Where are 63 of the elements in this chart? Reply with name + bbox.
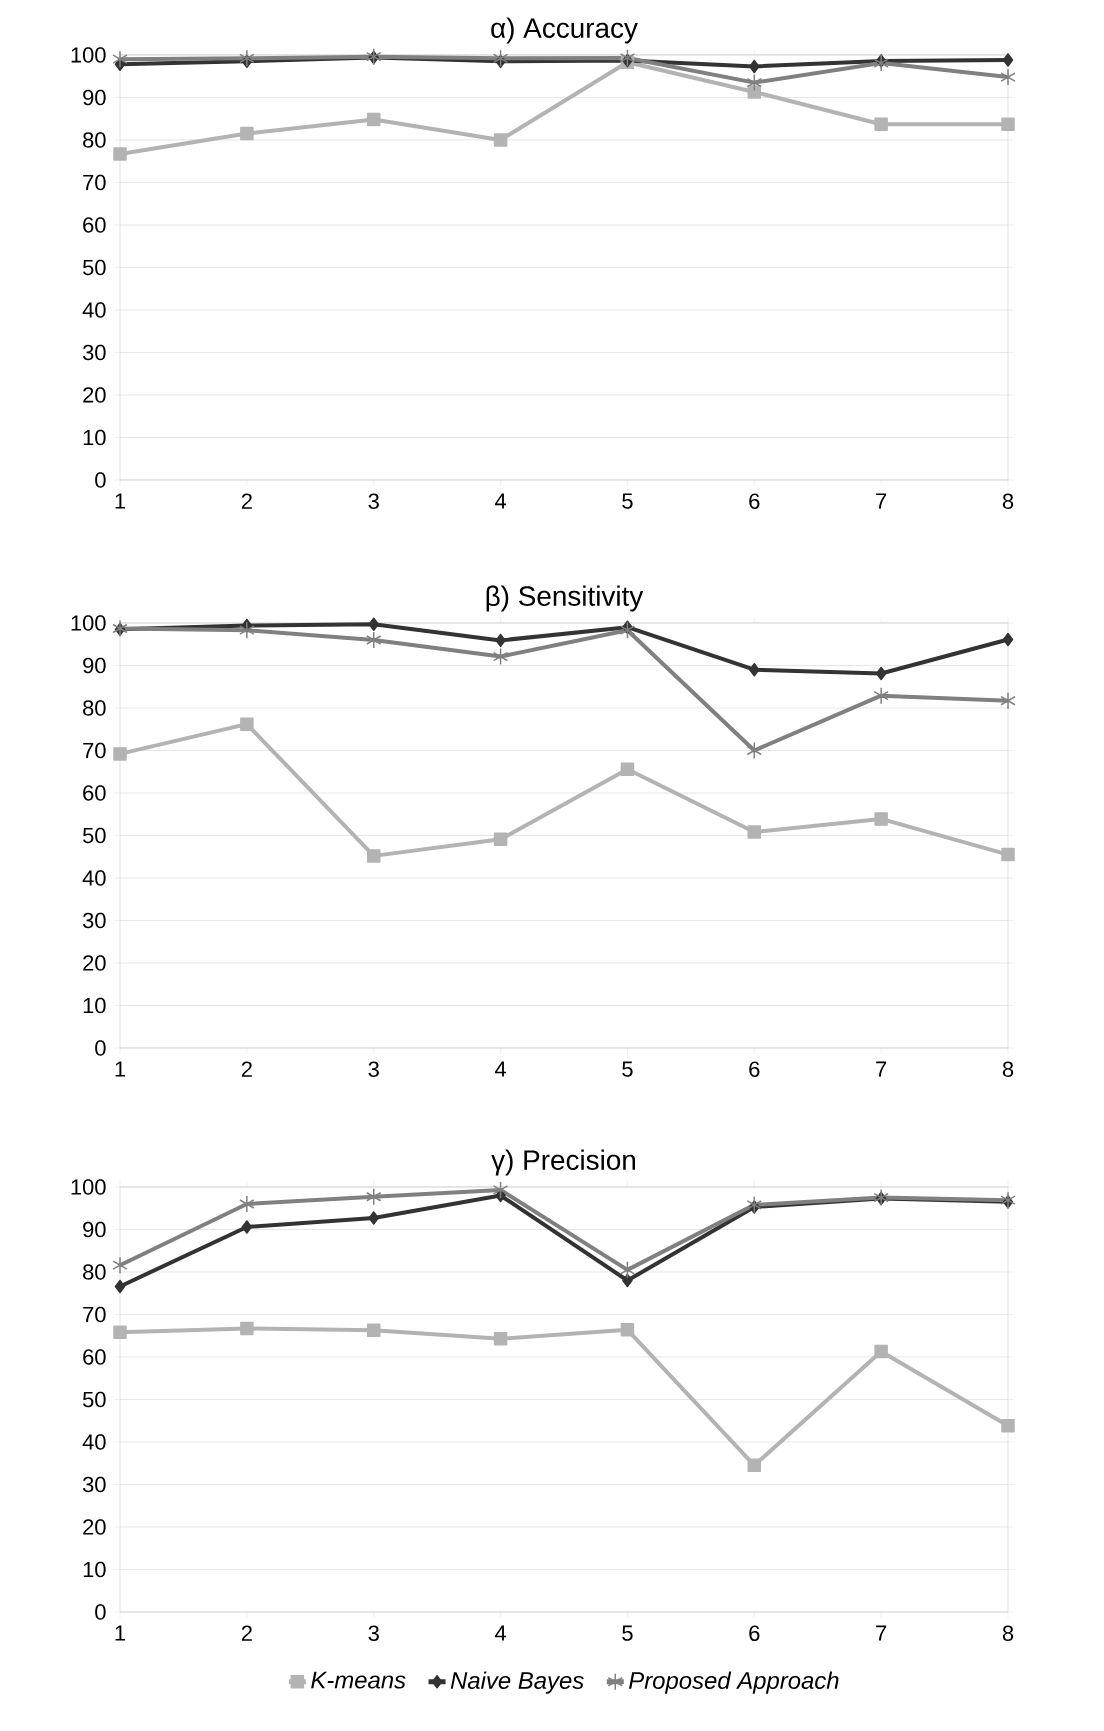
x-tick-label: 4 [494,493,507,509]
chart-title: β) Sensitivity [486,585,644,612]
x-tick-label: 4 [494,1061,507,1077]
y-tick-label: 80 [83,700,106,716]
x-tick-label: 3 [368,493,379,509]
x-tick-label: 3 [368,1061,379,1078]
y-tick-label: 60 [83,217,106,233]
x-tick-label: 7 [876,493,887,509]
x-tick-label: 1 [115,1061,126,1077]
x-tick-label: 6 [749,1625,760,1642]
x-tick-label: 8 [1002,1625,1014,1642]
y-tick-label: 40 [82,302,106,318]
x-tick-label: 5 [622,1625,633,1641]
x-tick-label: 7 [876,1625,887,1641]
y-tick-label: 90 [83,89,106,106]
x-tick-label: 7 [876,1061,887,1077]
x-tick-label: 2 [241,1625,252,1641]
y-tick-label: 70 [83,1306,106,1323]
y-tick-label: 100 [71,47,106,63]
y-tick-label: 100 [71,1179,106,1195]
x-tick-label: 8 [1002,1061,1014,1078]
legend-label: Naive Bayes [450,1671,584,1694]
y-tick-label: 10 [83,997,106,1014]
x-tick-label: 5 [622,493,633,509]
x-tick-label: 8 [1002,493,1014,509]
y-tick-label: 30 [82,912,106,929]
y-tick-label: 10 [83,1561,106,1578]
y-tick-label: 50 [82,259,106,276]
y-tick-label: 10 [83,429,106,446]
y-tick-label: 0 [95,1604,106,1620]
x-tick-label: 5 [622,1061,633,1077]
x-tick-label: 3 [368,1625,379,1642]
x-tick-label: 1 [115,493,126,509]
y-tick-label: 90 [83,1221,106,1238]
x-tick-label: 1 [115,1625,126,1641]
x-tick-label: 2 [241,1061,252,1077]
y-tick-label: 30 [82,1476,106,1493]
y-tick-label: 0 [95,472,106,488]
y-tick-label: 70 [83,742,106,759]
chart-title: γ) Precision [491,1149,636,1176]
x-tick-label: 4 [494,1625,507,1641]
y-tick-label: 80 [83,132,106,148]
y-tick-label: 30 [82,344,106,361]
x-tick-label: 6 [749,493,760,509]
y-tick-label: 20 [83,1519,106,1535]
y-tick-label: 40 [82,870,106,886]
y-tick-label: 50 [82,1391,106,1408]
y-tick-label: 90 [83,657,106,674]
x-tick-label: 6 [749,1061,760,1078]
legend-label: K-means [311,1671,406,1689]
y-tick-label: 40 [82,1434,106,1450]
y-tick-label: 60 [83,1349,106,1365]
chart-title: α) Accuracy [491,17,638,44]
y-tick-label: 20 [83,955,106,971]
y-tick-label: 0 [95,1040,106,1056]
x-tick-label: 2 [241,493,252,509]
y-tick-label: 20 [83,387,106,403]
legend-label: Proposed Approach [629,1671,839,1694]
y-tick-label: 70 [83,174,106,191]
y-tick-label: 50 [82,827,106,844]
y-tick-label: 100 [71,615,106,631]
y-tick-label: 80 [83,1264,106,1280]
y-tick-label: 60 [83,785,106,801]
